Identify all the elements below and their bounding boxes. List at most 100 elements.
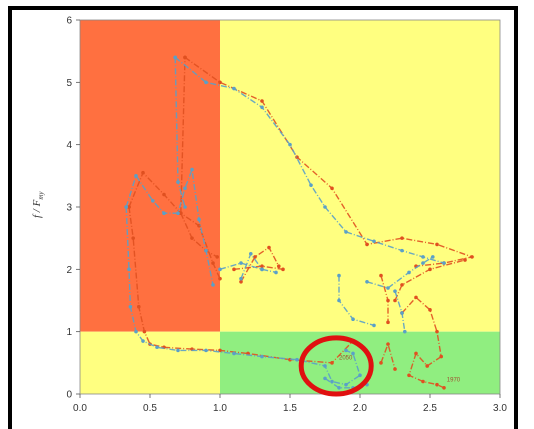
series-0-point <box>386 320 390 325</box>
series-1-point <box>190 167 194 172</box>
series-1-point <box>204 348 208 353</box>
series-1-point <box>358 373 362 378</box>
series-0-point <box>253 255 257 259</box>
series-1-point <box>211 283 215 287</box>
series-1-point <box>372 323 376 328</box>
series-0-point <box>470 255 474 259</box>
series-1-point <box>330 379 334 384</box>
y-tick-label: 5 <box>66 78 72 89</box>
series-1-line <box>338 275 375 327</box>
series-1-point <box>403 329 407 334</box>
x-tick-label: 1.0 <box>213 403 227 414</box>
series-1-point <box>295 357 299 362</box>
series-0-point <box>211 261 215 265</box>
series-0-point <box>379 273 383 278</box>
series-1-point <box>141 339 145 343</box>
series-1-point <box>351 351 355 356</box>
series-0-point <box>179 211 183 216</box>
series-0-line <box>394 259 466 301</box>
series-1-point <box>204 248 208 253</box>
series-0-point <box>330 361 334 365</box>
series-1-point <box>421 261 425 265</box>
series-1-point <box>309 183 313 187</box>
y-axis-label: f / Fmy <box>31 191 45 218</box>
series-1-point <box>173 55 177 60</box>
series-0-point <box>428 267 432 272</box>
series-0-point <box>435 382 439 387</box>
series-0-point <box>137 304 141 309</box>
series-0-point <box>425 364 430 368</box>
series-1-point <box>274 270 278 275</box>
y-tick-label: 6 <box>66 16 72 27</box>
series-1-line <box>174 56 445 264</box>
series-1-point <box>288 142 292 147</box>
series-0-line <box>180 212 218 258</box>
series-0-point <box>183 55 187 60</box>
annotation-label: 1970 <box>447 378 461 384</box>
series-1-point <box>162 211 166 216</box>
series-1-point <box>344 382 348 387</box>
series-1-point <box>176 180 180 184</box>
series-0-point <box>277 264 281 269</box>
series-1-point <box>260 105 264 110</box>
series-0-point <box>131 236 135 240</box>
series-1-line <box>125 169 214 286</box>
series-0-line <box>180 57 186 214</box>
series-1-point <box>151 198 155 203</box>
series-1-point <box>176 211 180 216</box>
series-0-point <box>435 329 439 334</box>
series-0-point <box>463 258 467 262</box>
y-tick-label: 4 <box>66 140 72 151</box>
y-tick-label: 3 <box>66 203 72 214</box>
region-yellow-upper <box>220 20 500 332</box>
series-1-point <box>323 205 327 209</box>
series-1-point <box>400 248 404 253</box>
y-tick-label: 1 <box>66 327 72 338</box>
series-1-point <box>442 261 446 265</box>
series-1-point <box>431 255 435 259</box>
series-1-point <box>323 364 327 368</box>
chart-axes: 0.0 0.5 1.0 1.5 2.0 2.5 3.0 0 1 2 3 4 5 6 <box>66 16 507 415</box>
series-0-point <box>393 367 397 371</box>
series-1-point <box>351 317 355 322</box>
series-0-point <box>421 379 425 384</box>
series-1-point <box>337 298 341 303</box>
series-1-point <box>124 205 128 209</box>
series-0-point <box>386 298 390 303</box>
x-tick-label: 3.0 <box>493 403 507 414</box>
series-0-point <box>428 308 432 312</box>
series-1-point <box>260 354 264 359</box>
series-1-point <box>365 280 369 284</box>
chart-regions <box>80 20 500 394</box>
series-0-point <box>439 354 444 359</box>
series-0-point <box>414 295 418 300</box>
series-1-point <box>197 217 201 222</box>
x-tick-label: 1.5 <box>283 403 297 414</box>
series-0-point <box>400 283 404 287</box>
series-0-point <box>386 342 390 346</box>
series-0-point <box>190 236 194 240</box>
series-1-point <box>128 304 133 309</box>
chart-highlight <box>298 335 374 397</box>
series-0-point <box>435 242 439 247</box>
series-1-point <box>239 261 243 265</box>
series-1-point <box>337 385 341 390</box>
series-0-point <box>239 280 243 284</box>
series-0-point <box>142 329 147 334</box>
series-1-point <box>407 270 411 275</box>
x-tick-label: 2.0 <box>353 403 367 414</box>
series-1-point <box>183 205 187 209</box>
series-1-point <box>127 267 131 272</box>
series-0-line <box>240 246 280 283</box>
series-1-point <box>260 267 264 272</box>
series-1-point <box>344 230 348 234</box>
series-0-point <box>393 298 397 303</box>
x-tick-label: 0.0 <box>73 403 87 414</box>
series-0-point <box>330 186 334 191</box>
series-0-point <box>260 99 264 103</box>
series-1-point <box>386 286 390 290</box>
region-red-zone <box>80 20 220 332</box>
series-1-point <box>204 80 208 85</box>
highlight-ellipse <box>298 335 374 397</box>
